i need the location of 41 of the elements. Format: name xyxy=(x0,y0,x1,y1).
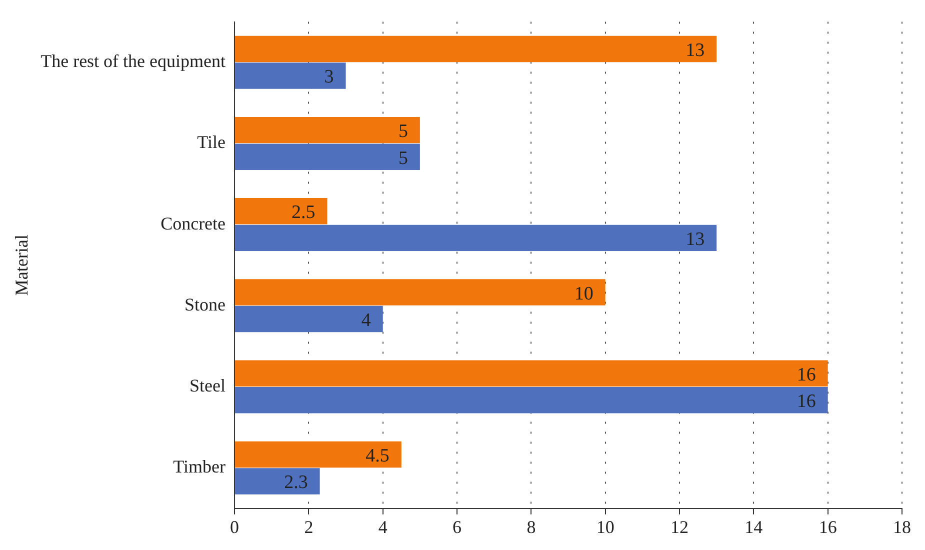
y-tick-label: Stone xyxy=(184,294,226,314)
data-label: 13 xyxy=(686,40,705,61)
data-label: 4 xyxy=(361,310,372,332)
x-tick-label: 10 xyxy=(596,516,614,537)
data-label: 4.5 xyxy=(366,445,390,466)
bar xyxy=(235,224,717,252)
x-tick-label: 18 xyxy=(893,516,911,537)
data-label: 10 xyxy=(574,283,594,304)
x-tick-label: 2 xyxy=(304,516,314,537)
x-tick-label: 0 xyxy=(230,516,240,537)
data-label: 5 xyxy=(398,148,408,169)
bar xyxy=(235,198,328,224)
data-label: 16 xyxy=(796,391,816,412)
data-label: 16 xyxy=(796,364,816,386)
bar xyxy=(235,387,828,414)
bar xyxy=(235,36,717,62)
y-tick-label: Tile xyxy=(197,132,226,152)
data-label: 13 xyxy=(686,228,705,250)
x-tick-label: 4 xyxy=(378,516,388,537)
y-tick-label: Steel xyxy=(190,375,226,396)
y-tick-label: Timber xyxy=(173,456,226,477)
bar xyxy=(235,468,320,494)
data-label: 2.3 xyxy=(284,472,308,494)
bar xyxy=(235,360,828,386)
bar xyxy=(235,116,420,144)
bar xyxy=(235,441,402,468)
x-tick-label: 12 xyxy=(670,516,689,537)
data-label: 5 xyxy=(398,121,408,142)
x-tick-label: 6 xyxy=(452,516,462,537)
data-label: 3 xyxy=(324,66,334,88)
y-axis-title: Material xyxy=(12,234,32,296)
data-label: 2.5 xyxy=(291,202,316,224)
bar xyxy=(235,279,606,306)
y-tick-label: The rest of the equipment xyxy=(40,51,226,72)
x-tick-label: 14 xyxy=(744,516,763,537)
bar xyxy=(235,62,346,89)
y-tick-label: Concrete xyxy=(160,213,226,234)
x-tick-label: 16 xyxy=(818,516,837,537)
x-tick-label: 8 xyxy=(526,516,536,537)
bar xyxy=(235,306,383,332)
bar xyxy=(235,144,420,170)
